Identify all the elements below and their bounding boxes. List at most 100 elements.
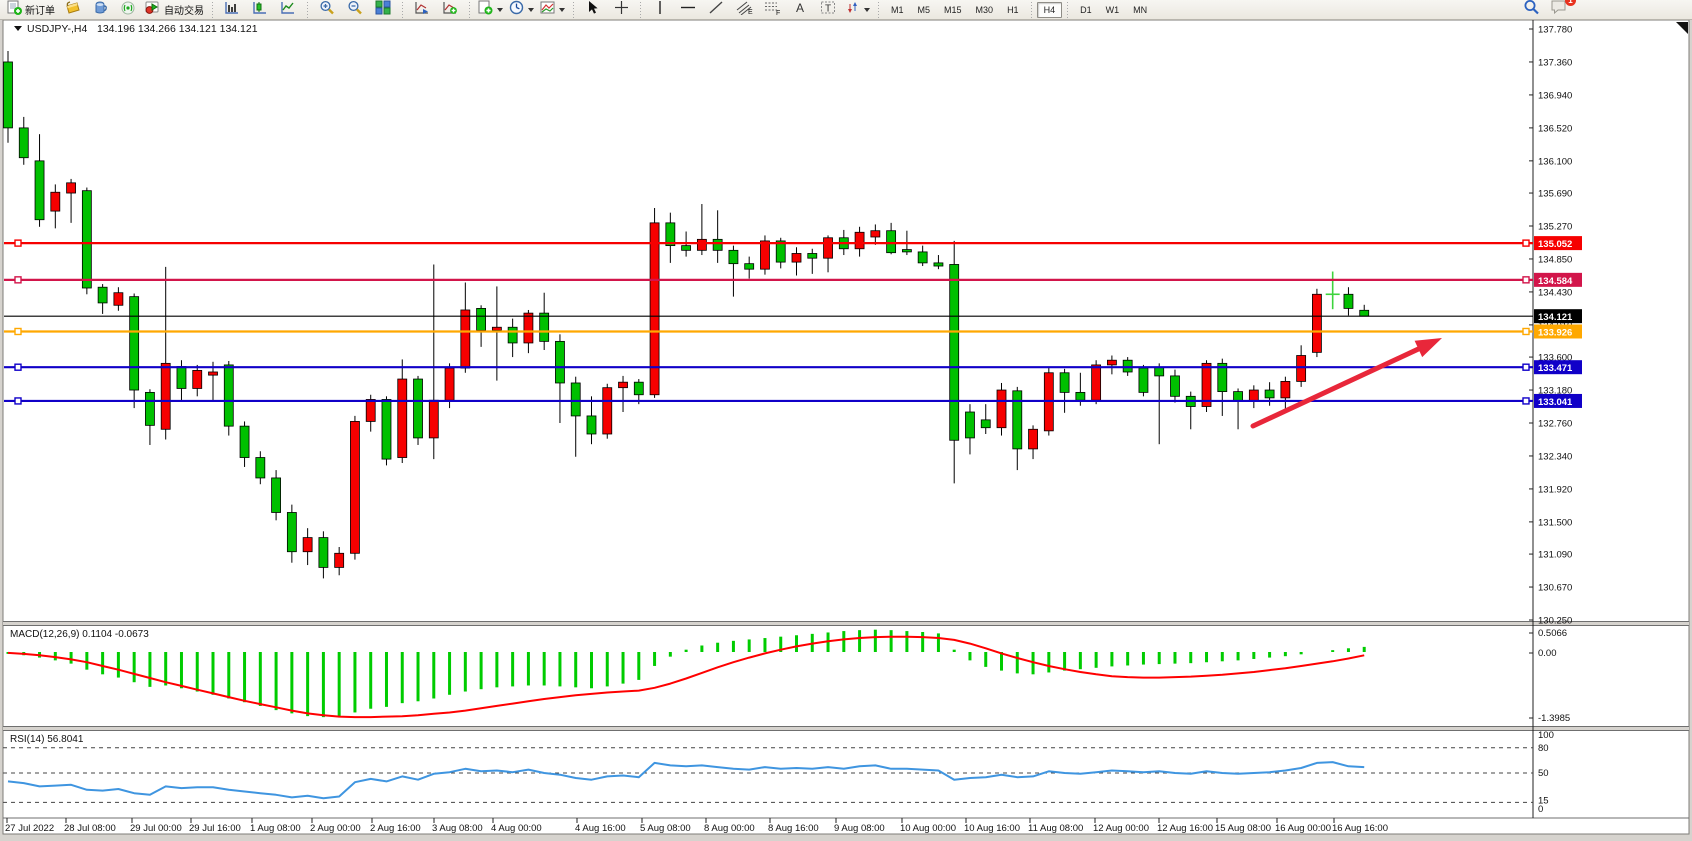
candle: [255, 451, 266, 485]
svg-text:133.041: 133.041: [1538, 397, 1573, 408]
price-badge: [1534, 393, 1582, 408]
candle: [744, 256, 755, 279]
panel-separator[interactable]: [3, 621, 1689, 626]
tab-timeframe-m15[interactable]: M15: [944, 4, 962, 15]
text-label-tool-button[interactable]: T: [814, 0, 842, 20]
candle: [602, 383, 613, 439]
scroll-to-end-icon[interactable]: [1676, 22, 1688, 34]
tab-timeframe-m30[interactable]: M30: [975, 4, 994, 15]
svg-text:F: F: [776, 10, 780, 15]
tab-timeframe-m5[interactable]: M5: [917, 4, 931, 15]
cursor-tool-button[interactable]: [579, 0, 607, 20]
candle: [192, 364, 203, 397]
svg-text:136.940: 136.940: [1538, 90, 1572, 101]
tile-windows-button[interactable]: [369, 0, 397, 20]
candle: [129, 293, 140, 409]
trendline-icon: [708, 0, 724, 20]
zoom-out-button[interactable]: [341, 0, 369, 20]
indicator-list-button[interactable]: [436, 0, 464, 20]
line-handle: [1522, 363, 1530, 371]
candle: [1059, 368, 1070, 413]
svg-text:3 Aug 08:00: 3 Aug 08:00: [432, 823, 483, 834]
svg-text:135.052: 135.052: [1538, 239, 1572, 250]
candle: [586, 396, 597, 445]
auto-trading-button[interactable]: 自动交易: [142, 0, 207, 20]
text-label-icon: T: [820, 0, 836, 20]
panel-separator[interactable]: [3, 726, 1689, 731]
svg-text:133.926: 133.926: [1538, 327, 1572, 338]
svg-text:10 Aug 16:00: 10 Aug 16:00: [964, 823, 1020, 834]
dropdown-caret-icon: [864, 7, 870, 12]
equidistant-channel-tool-button[interactable]: E: [730, 0, 758, 20]
candle: [933, 255, 944, 270]
candle: [1280, 376, 1291, 412]
tab-timeframe-d1[interactable]: D1: [1080, 4, 1092, 15]
new-order-button[interactable]: 新订单: [4, 0, 58, 20]
signals-button[interactable]: [114, 0, 142, 20]
zoom-in-button[interactable]: [313, 0, 341, 20]
hline-134.584[interactable]: [4, 276, 1533, 284]
crosshair-tool-button[interactable]: [607, 0, 635, 20]
macd-label: MACD(12,26,9) 0.1104 -0.0673: [10, 629, 149, 640]
candles-chart-button[interactable]: [246, 0, 274, 20]
arrows-tool-button[interactable]: [842, 0, 873, 20]
tab-timeframe-h1[interactable]: H1: [1007, 4, 1019, 15]
hline-133.041[interactable]: [4, 397, 1533, 405]
line-handle: [14, 363, 22, 371]
candle: [50, 184, 61, 229]
svg-text:16 Aug 00:00: 16 Aug 00:00: [1275, 823, 1331, 834]
hline-135.052[interactable]: [4, 239, 1533, 247]
search-icon[interactable]: [1523, 0, 1540, 20]
bars-chart-button[interactable]: [218, 0, 246, 20]
svg-text:133.180: 133.180: [1538, 386, 1572, 397]
periods-button[interactable]: [506, 0, 537, 20]
tab-timeframe-w1[interactable]: W1: [1105, 4, 1120, 15]
toolbar-separator: [209, 1, 216, 18]
chart-title-ohlc: 134.196 134.266 134.121 134.121: [97, 23, 258, 35]
line-handle: [14, 327, 22, 336]
candle: [97, 284, 108, 314]
candle: [870, 224, 881, 245]
candle: [18, 116, 29, 165]
symbol-dropdown-icon[interactable]: [14, 26, 22, 31]
line-chart-button[interactable]: [274, 0, 302, 20]
tab-timeframe-mn[interactable]: MN: [1133, 4, 1148, 15]
new-order-icon: [7, 0, 22, 20]
rsi-panel: 100 80 50 150: [3, 730, 1554, 815]
candle: [1170, 369, 1180, 403]
line-chart-icon: [280, 0, 296, 20]
tab-timeframe-h4[interactable]: H4: [1036, 1, 1063, 18]
svg-text:136.100: 136.100: [1538, 156, 1572, 167]
candle: [1201, 360, 1212, 413]
styler-button[interactable]: [58, 0, 86, 20]
tab-timeframe-m1[interactable]: M1: [891, 4, 904, 15]
price-badge: [1534, 324, 1582, 339]
svg-text:E: E: [748, 9, 753, 15]
trendline-tool-button[interactable]: [702, 0, 730, 20]
candle: [854, 226, 865, 257]
macd-panel: [6, 629, 1366, 719]
candle: [381, 396, 392, 466]
profiles-button[interactable]: [86, 0, 114, 20]
macd-axis-labels: 0.5066 0.00 -1.3985: [1529, 628, 1570, 724]
candle: [1028, 425, 1038, 460]
hline-133.926[interactable]: [4, 327, 1533, 336]
trend-arrow-annotation[interactable]: [1250, 338, 1442, 429]
toolbar-separator: [304, 1, 311, 18]
text-icon: A: [794, 0, 807, 20]
indicators-button[interactable]: [408, 0, 436, 20]
candle: [1138, 364, 1149, 397]
vertical-line-tool-button[interactable]: [646, 0, 674, 20]
horizontal-line-tool-button[interactable]: [674, 0, 702, 20]
rsi-label: RSI(14) 56.8041: [10, 734, 84, 745]
add-indicator-button[interactable]: [475, 0, 506, 20]
svg-text:131.500: 131.500: [1538, 517, 1572, 528]
hline-133.471[interactable]: [4, 363, 1533, 371]
templates-button[interactable]: [537, 0, 568, 20]
svg-text:137.780: 137.780: [1538, 25, 1572, 36]
candle: [696, 204, 707, 256]
candle: [145, 389, 155, 445]
chat-button[interactable]: 1: [1550, 0, 1576, 20]
fibonacci-tool-button[interactable]: F: [758, 0, 786, 20]
